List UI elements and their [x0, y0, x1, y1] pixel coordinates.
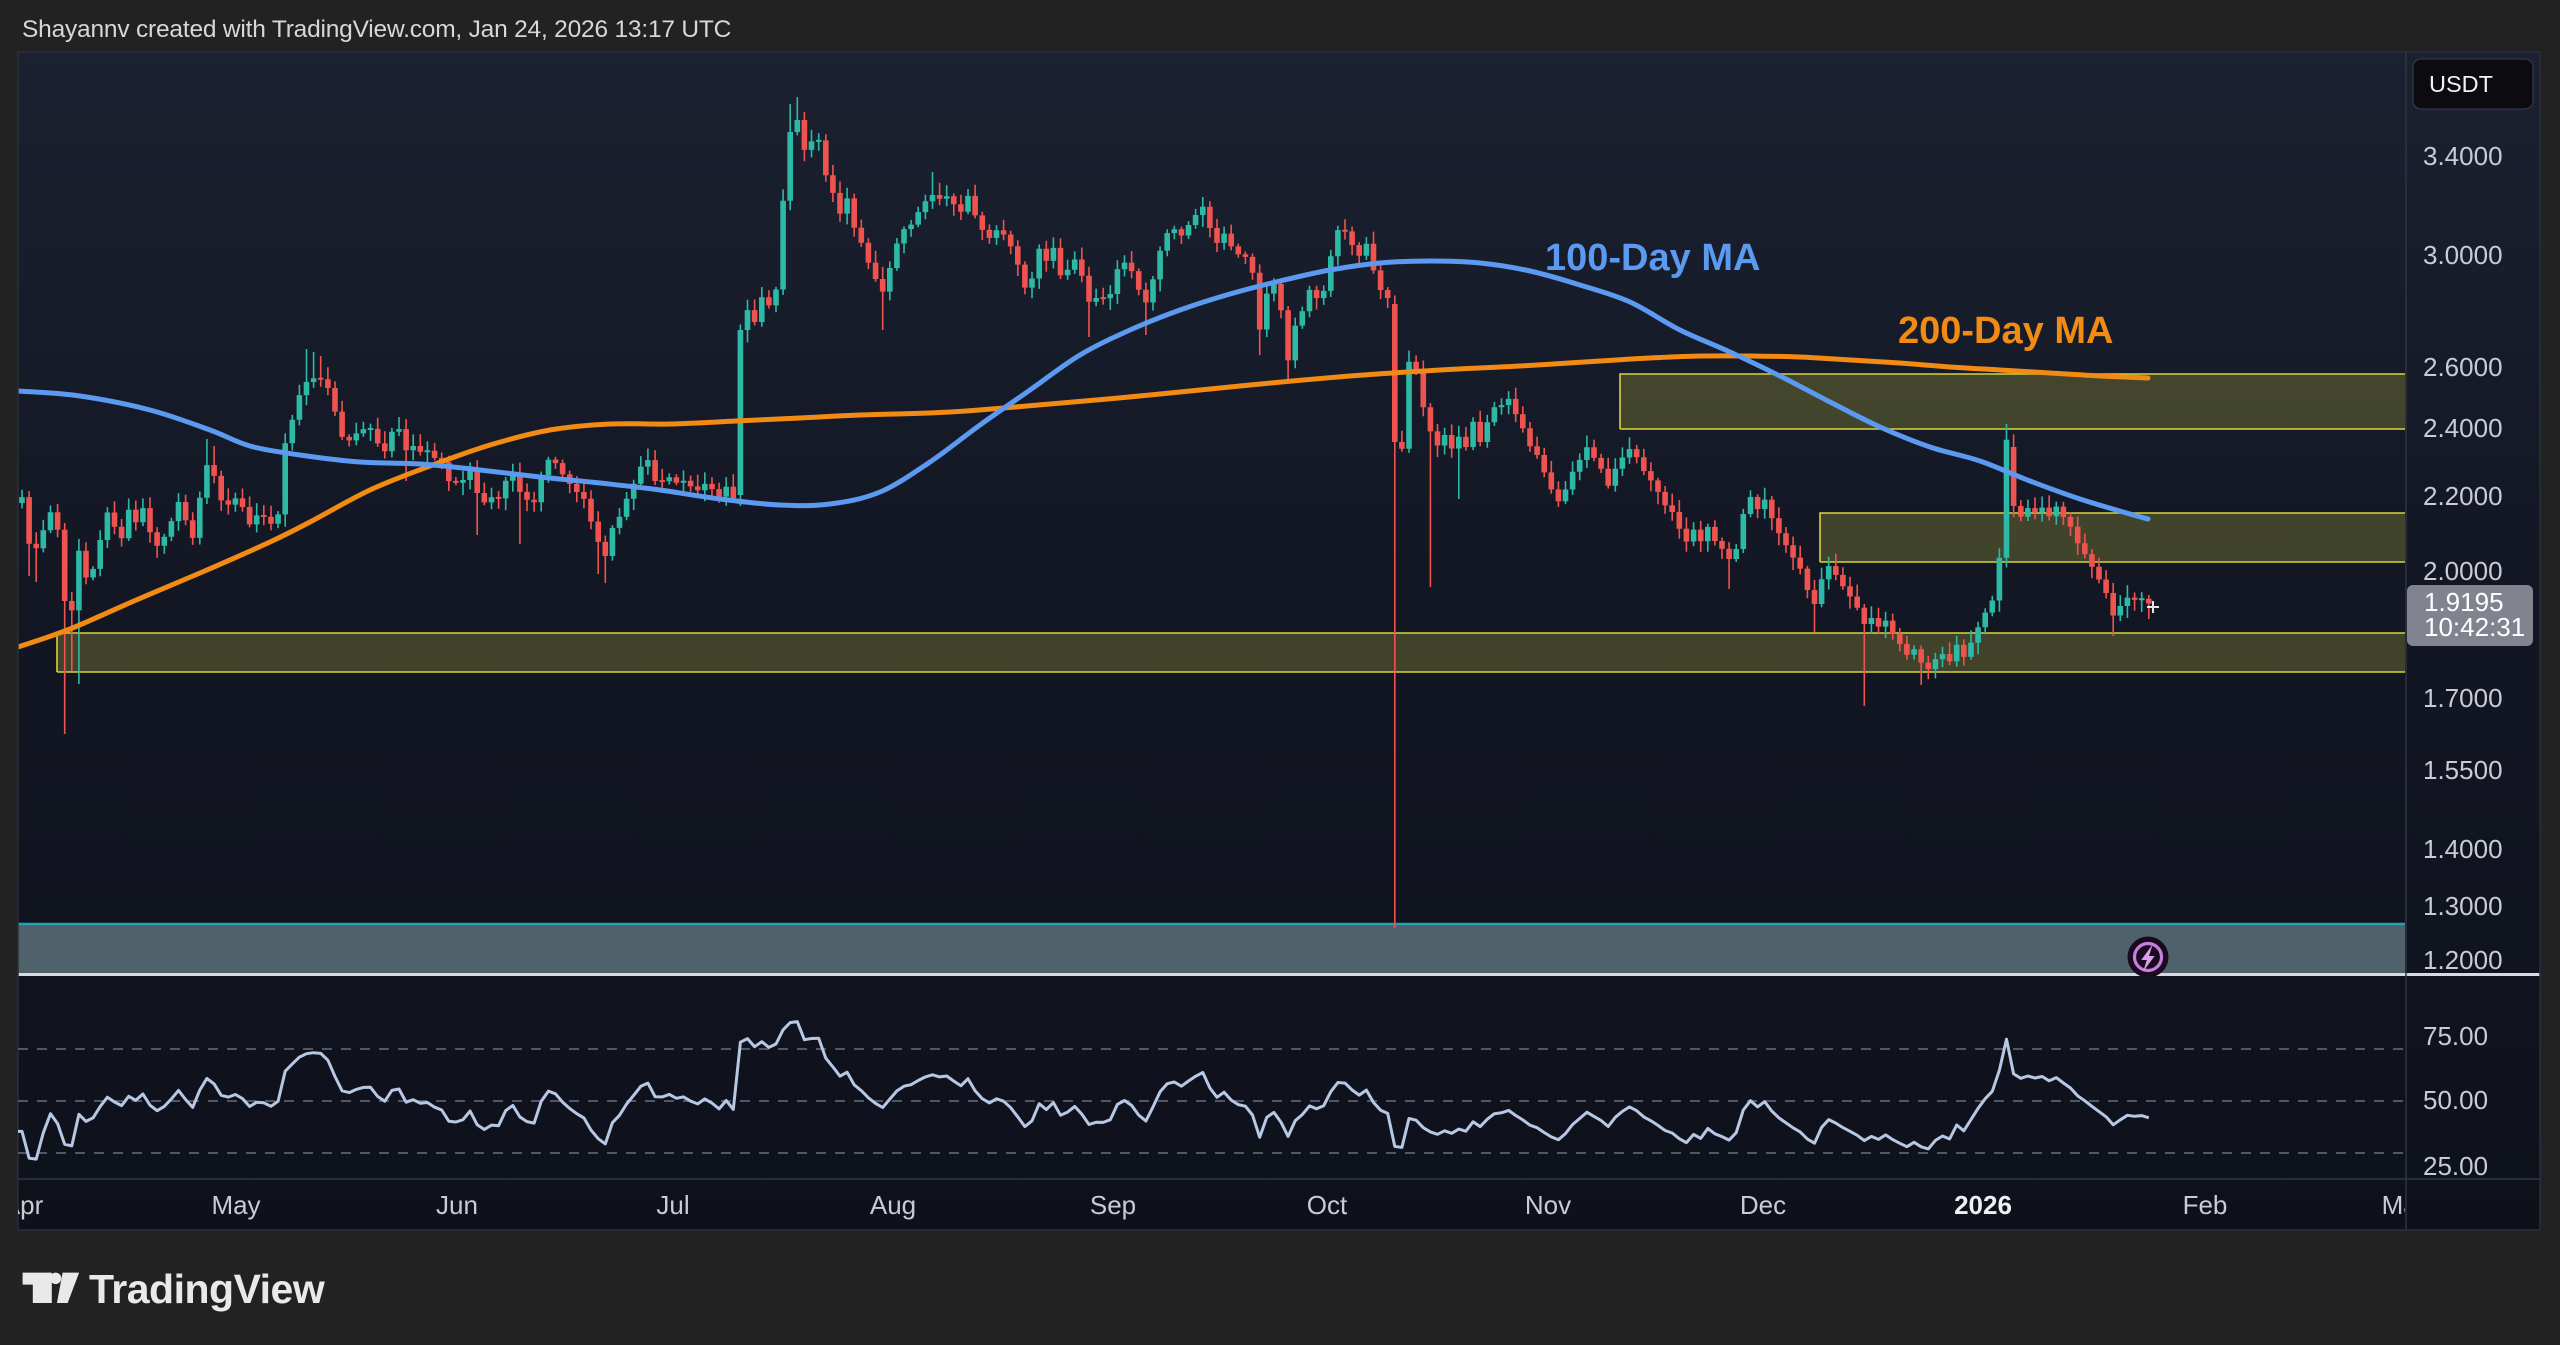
svg-text:1.7000: 1.7000	[2423, 683, 2503, 713]
svg-text:Feb: Feb	[2183, 1190, 2228, 1220]
svg-text:50.00: 50.00	[2423, 1085, 2488, 1115]
svg-text:1.4000: 1.4000	[2423, 834, 2503, 864]
svg-text:Oct: Oct	[1307, 1190, 1348, 1220]
svg-text:2026: 2026	[1954, 1190, 2012, 1220]
svg-text:1.2000: 1.2000	[2423, 945, 2503, 975]
svg-text:1.5500: 1.5500	[2423, 755, 2503, 785]
svg-text:25.00: 25.00	[2423, 1151, 2488, 1181]
svg-text:Mar: Mar	[2382, 1190, 2427, 1220]
svg-text:2.2000: 2.2000	[2423, 481, 2503, 511]
svg-text:Jun: Jun	[436, 1190, 478, 1220]
svg-text:1.3000: 1.3000	[2423, 891, 2503, 921]
svg-text:Apr: Apr	[3, 1190, 44, 1220]
svg-text:3.4000: 3.4000	[2423, 141, 2503, 171]
svg-text:1.9195: 1.9195	[2424, 587, 2504, 617]
svg-text:2.4000: 2.4000	[2423, 413, 2503, 443]
svg-text:Dec: Dec	[1740, 1190, 1786, 1220]
svg-text:2.6000: 2.6000	[2423, 352, 2503, 382]
svg-text:200-Day MA: 200-Day MA	[1898, 310, 2113, 352]
svg-text:TradingView: TradingView	[89, 1266, 325, 1312]
svg-text:3.0000: 3.0000	[2423, 240, 2503, 270]
svg-text:100-Day MA: 100-Day MA	[1545, 237, 1760, 279]
svg-text:USDT: USDT	[2429, 71, 2493, 97]
svg-text:2.0000: 2.0000	[2423, 556, 2503, 586]
svg-text:Nov: Nov	[1525, 1190, 1571, 1220]
svg-text:Aug: Aug	[870, 1190, 916, 1220]
svg-text:75.00: 75.00	[2423, 1021, 2488, 1051]
svg-text:Jul: Jul	[656, 1190, 689, 1220]
svg-text:Shayannv created with TradingV: Shayannv created with TradingView.com, J…	[22, 16, 731, 43]
svg-text:May: May	[211, 1190, 260, 1220]
svg-text:Sep: Sep	[1090, 1190, 1136, 1220]
svg-text:10:42:31: 10:42:31	[2424, 612, 2525, 642]
